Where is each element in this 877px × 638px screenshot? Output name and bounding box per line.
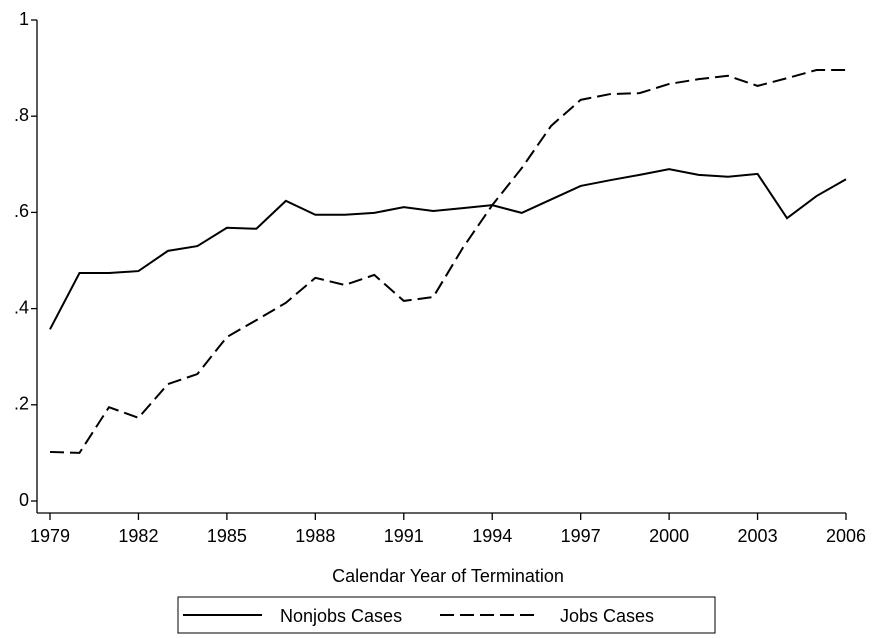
x-tick-label: 2006 [826,526,866,546]
x-tick-label: 1994 [472,526,512,546]
x-tick-label: 1982 [118,526,158,546]
x-tick-label: 1997 [561,526,601,546]
y-tick-label: .6 [14,201,29,221]
legend-label: Nonjobs Cases [280,606,402,626]
x-tick-label: 1985 [207,526,247,546]
x-tick-label: 2003 [738,526,778,546]
y-tick-label: .4 [14,297,29,317]
x-tick-label: 1979 [30,526,70,546]
y-tick-label: 0 [19,490,29,510]
x-tick-label: 2000 [649,526,689,546]
series-line [49,69,846,454]
legend-label: Jobs Cases [560,606,654,626]
y-tick-label: .2 [14,394,29,414]
x-axis-label: Calendar Year of Termination [332,566,564,586]
x-tick-label: 1988 [295,526,335,546]
legend-box [177,596,716,634]
y-tick-label: 1 [19,9,29,29]
series-line [49,168,847,330]
x-tick-label: 1991 [384,526,424,546]
y-tick-label: .8 [14,105,29,125]
